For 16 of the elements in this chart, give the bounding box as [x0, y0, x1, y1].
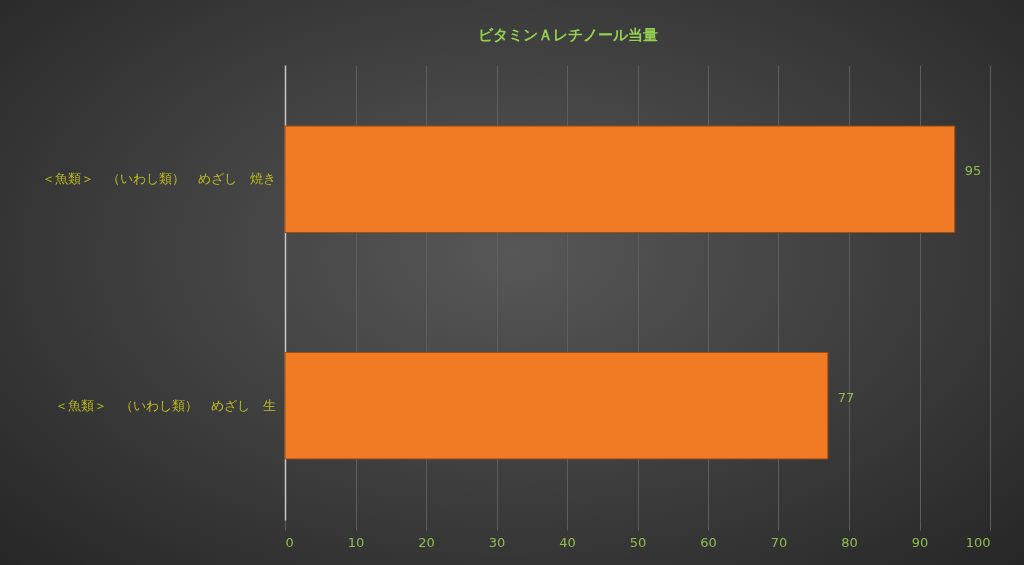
- x-tick-label: 70: [770, 534, 788, 550]
- x-tick-label: 90: [911, 534, 929, 550]
- data-label: 77: [837, 389, 855, 405]
- x-tick-label: 50: [629, 534, 647, 550]
- x-tick-label: 40: [559, 534, 576, 550]
- chart-title: ビタミンＡレチノール当量: [477, 26, 658, 44]
- x-tick-label: 10: [347, 534, 365, 550]
- y-tick-label: ＜魚類＞ （いわし類） めざし 焼き: [41, 171, 276, 187]
- x-tick-label: 0: [285, 534, 294, 550]
- data-label: 95: [964, 163, 982, 179]
- x-tick-label: 100: [965, 534, 991, 550]
- x-tick-label: 20: [418, 534, 435, 550]
- x-tick-label: 60: [700, 534, 717, 550]
- y-tick-label: ＜魚類＞ （いわし類） めざし 生: [54, 397, 276, 413]
- x-tick-label: 30: [488, 534, 506, 550]
- x-tick-label: 80: [841, 534, 858, 550]
